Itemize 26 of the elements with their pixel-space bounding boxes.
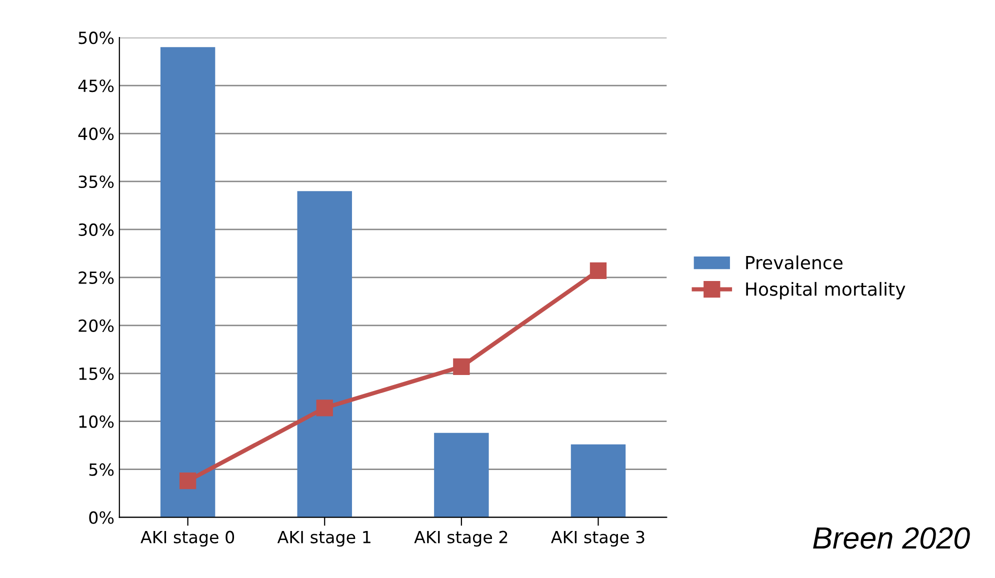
x-tick-label: AKI stage 2 <box>414 530 508 547</box>
legend-label: Prevalence <box>746 255 842 270</box>
y-tick-label: 45% <box>78 80 114 92</box>
bar <box>160 47 216 518</box>
x-tick-label: AKI stage 0 <box>140 530 234 547</box>
bar <box>570 444 626 518</box>
bar <box>434 432 489 518</box>
y-tick-label: 40% <box>78 127 114 140</box>
y-tick-label: 35% <box>78 175 114 188</box>
y-tick-label: 30% <box>78 223 114 236</box>
bar <box>297 191 352 518</box>
x-tick-label: AKI stage 3 <box>551 530 644 547</box>
point <box>316 400 333 416</box>
text: Breen 2020 <box>813 527 970 549</box>
y-tick-label: 10% <box>79 415 114 428</box>
point <box>179 472 196 490</box>
x-tick-label: AKI stage 1 <box>277 531 370 547</box>
legend-label: Hospital mortality <box>746 282 906 300</box>
y-tick-label: 20% <box>78 319 114 332</box>
y-tick-label: 15% <box>79 367 114 380</box>
y-tick-label: 25% <box>78 271 114 284</box>
point <box>453 358 470 376</box>
y-tick-label: 0% <box>89 511 114 524</box>
y-tick-label: 5% <box>89 463 114 476</box>
point <box>590 262 607 280</box>
y-tick-label: 50% <box>78 32 114 44</box>
